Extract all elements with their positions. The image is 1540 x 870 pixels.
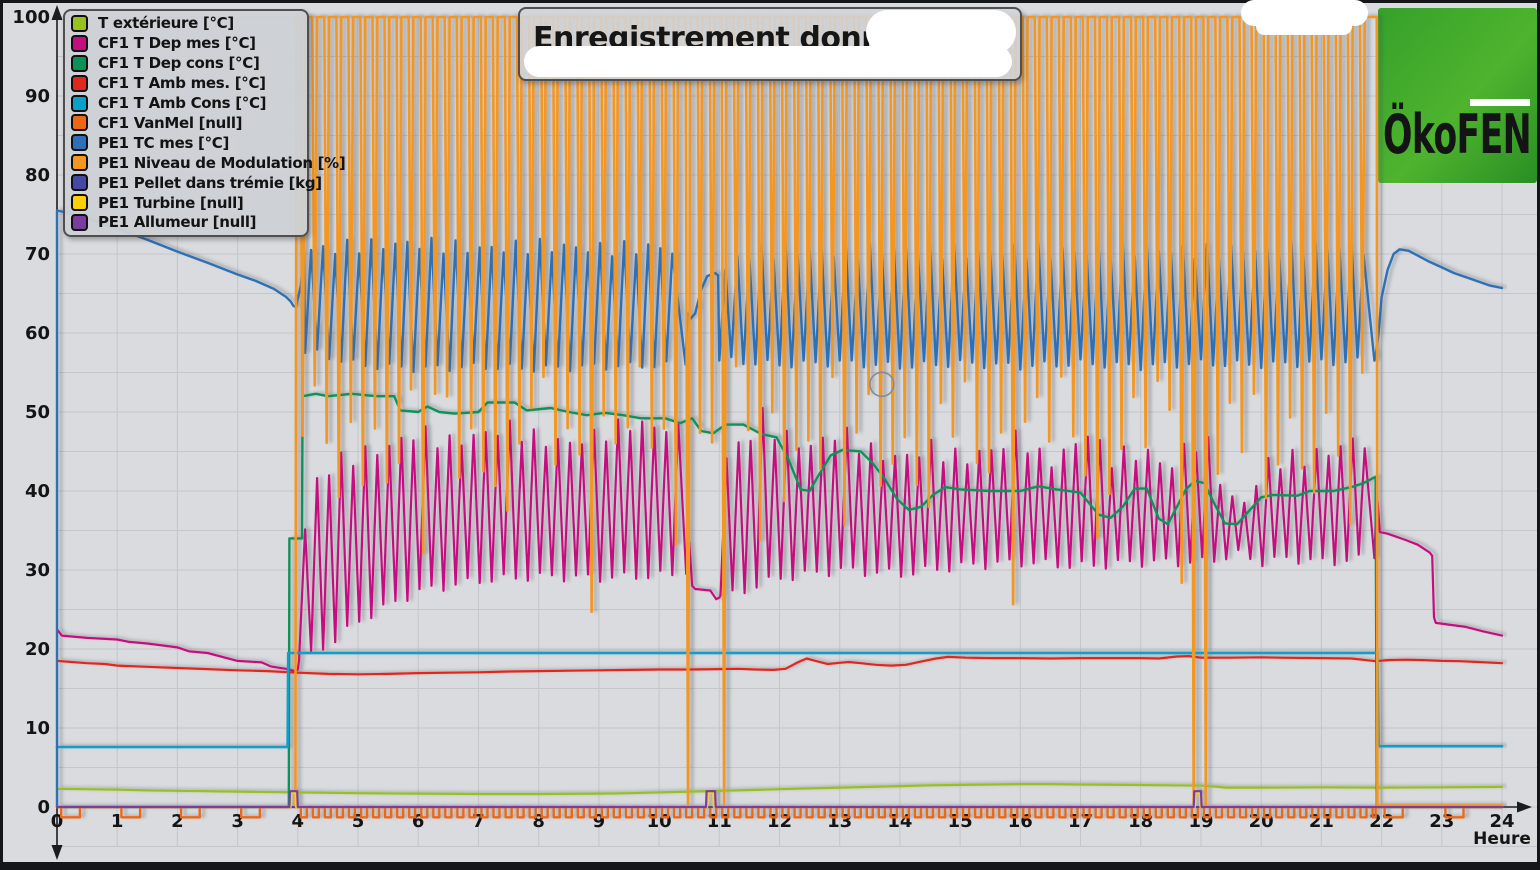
redaction-scribble-title-bottom <box>524 46 1012 77</box>
okofen-logo: ÖkoFEN <box>1378 8 1537 183</box>
legend-color-swatch <box>71 194 88 212</box>
legend-item-t_exterieure[interactable]: T extérieure [°C] <box>71 14 301 33</box>
x-tick-label: 5 <box>352 811 365 832</box>
legend-item-pe1_turbine[interactable]: PE1 Turbine [null] <box>71 193 301 212</box>
legend: T extérieure [°C] CF1 T Dep mes [°C] CF1 T… <box>63 9 346 237</box>
y-tick-label: 10 <box>25 718 50 739</box>
legend-item-cf1_t_amb_cons[interactable]: CF1 T Amb Cons [°C] <box>71 94 301 113</box>
legend-item-label: PE1 Niveau de Modulation [%] <box>98 153 346 172</box>
series-cf1_t_amb_cons <box>55 651 1504 749</box>
legend-item-label: PE1 TC mes [°C] <box>98 133 230 152</box>
legend-item-label: CF1 VanMel [null] <box>98 113 243 132</box>
y-tick-label: 20 <box>25 639 50 660</box>
legend-item-pe1_niveau_modulation[interactable]: PE1 Niveau de Modulation [%] <box>71 153 346 172</box>
legend-item-label: T extérieure [°C] <box>98 14 234 33</box>
legend-item-cf1_t_dep_mes[interactable]: CF1 T Dep mes [°C] <box>71 34 301 53</box>
series-pe1_niveau_modulation <box>294 15 1504 809</box>
legend-item-cf1_t_amb_mes[interactable]: CF1 T Amb mes. [°C] <box>71 74 301 93</box>
x-axis-arrow-right <box>1517 801 1532 813</box>
y-tick-label: 90 <box>25 86 50 107</box>
y-tick-label: 60 <box>25 323 50 344</box>
legend-color-swatch <box>71 54 88 72</box>
x-tick-label: 24 <box>1489 811 1514 832</box>
x-tick-label: 8 <box>532 811 545 832</box>
okofen-logo-bar <box>1470 99 1530 106</box>
series-layer <box>55 15 1504 819</box>
legend-item-label: PE1 Allumeur [null] <box>98 213 257 232</box>
y-tick-label: 0 <box>37 797 50 818</box>
y-tick-label: 30 <box>25 560 50 581</box>
legend-item-label: CF1 T Amb Cons [°C] <box>98 94 267 113</box>
y-axis-arrow-up <box>51 5 63 20</box>
y-axis-arrow-down <box>51 845 63 860</box>
legend-color-swatch <box>71 14 88 32</box>
legend-item-cf1_vanmel[interactable]: CF1 VanMel [null] <box>71 113 301 132</box>
x-tick-label: 6 <box>412 811 425 832</box>
legend-item-pe1_allumeur[interactable]: PE1 Allumeur [null] <box>71 213 301 232</box>
x-tick-label: 23 <box>1429 811 1454 832</box>
okofen-logo-background <box>1378 8 1537 183</box>
y-tick-label: 80 <box>25 165 50 186</box>
series-cf1_t_dep_mes <box>55 407 1504 673</box>
legend-color-swatch <box>71 134 88 152</box>
okofen-logo-text: ÖkoFEN <box>1383 103 1531 166</box>
y-tick-label: 70 <box>25 244 50 265</box>
legend-item-label: CF1 T Amb mes. [°C] <box>98 74 266 93</box>
legend-color-swatch <box>71 94 88 112</box>
y-tick-label: 40 <box>25 481 50 502</box>
legend-item-pe1_tc_mes[interactable]: PE1 TC mes [°C] <box>71 133 301 152</box>
legend-color-swatch <box>71 174 88 192</box>
series-pe1_turbine <box>55 791 1504 809</box>
x-axis-title: Heure <box>1473 829 1531 849</box>
legend-item-pe1_pellet[interactable]: PE1 Pellet dans trémie [kg] <box>71 173 322 192</box>
legend-item-label: PE1 Pellet dans trémie [kg] <box>98 173 322 192</box>
series-pe1_allumeur <box>55 790 1504 809</box>
y-tick-label: 100 <box>12 7 50 28</box>
cursor-ring <box>869 371 895 398</box>
legend-color-swatch <box>71 34 88 52</box>
legend-item-label: CF1 T Dep mes [°C] <box>98 34 256 53</box>
y-tick-labels: 0 10 20 30 40 50 60 70 80 90 100 <box>12 7 50 818</box>
series-cf1_t_dep_cons <box>55 392 1504 809</box>
legend-item-label: CF1 T Dep cons [°C] <box>98 54 260 73</box>
series-cf1_t_amb_mes <box>55 655 1504 676</box>
series-t_exterieure <box>55 783 1504 796</box>
legend-color-swatch <box>71 74 88 92</box>
x-tick-label: 9 <box>593 811 606 832</box>
legend-color-swatch <box>71 114 88 132</box>
x-tick-label: 4 <box>292 811 305 832</box>
legend-item-cf1_t_dep_cons[interactable]: CF1 T Dep cons [°C] <box>71 54 301 73</box>
y-tick-label: 50 <box>25 402 50 423</box>
redaction-scribble-top-right-lower <box>1256 18 1352 35</box>
legend-item-label: PE1 Turbine [null] <box>98 193 244 212</box>
legend-color-swatch <box>71 154 88 172</box>
legend-color-swatch <box>71 213 88 231</box>
x-tick-label: 7 <box>472 811 485 832</box>
